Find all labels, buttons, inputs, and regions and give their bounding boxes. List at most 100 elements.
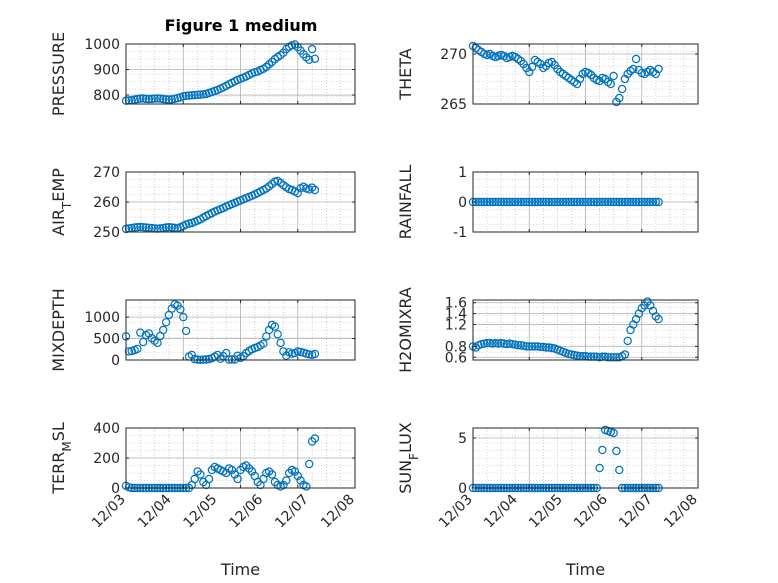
data-point: [181, 91, 191, 101]
data-point: [302, 482, 311, 491]
data-point: [130, 223, 139, 232]
data-point: [199, 90, 208, 99]
data-point: [584, 197, 593, 207]
y-tick-label: 900: [93, 63, 120, 79]
y-tick-label: 265: [440, 97, 467, 113]
data-point: [141, 94, 151, 104]
subplot-sun_flux: 0 5 12/03 12/04 12/05 12/06 12/07 12/08 Time SUNF…: [396, 422, 701, 579]
subplot-h2omixra: 0.60.8 1.21.41.6 H2OMIXRA: [396, 287, 699, 373]
data-point: [629, 197, 638, 207]
data-point: [287, 349, 297, 358]
y-tick-label: 0: [458, 481, 467, 497]
data-point: [204, 474, 214, 484]
y-tick-label: 270: [93, 165, 120, 181]
data-point: [305, 55, 314, 65]
data-point: [609, 71, 618, 81]
data-point: [164, 95, 174, 104]
y-tick-label: -1: [453, 225, 467, 241]
data-point: [643, 197, 652, 207]
data-point: [530, 197, 540, 207]
data-point: [279, 347, 288, 356]
data-point: [170, 223, 179, 232]
y-tick-label: 1000: [84, 37, 120, 53]
data-point: [578, 197, 587, 207]
subplot-terr_msl: 0 200 400 12/03 12/04 12/05 12/06 12/07 12/08 Tim…: [49, 421, 358, 579]
data-point: [488, 197, 497, 207]
data-point: [541, 343, 551, 352]
data-point: [522, 197, 531, 207]
data-point: [141, 223, 151, 232]
data-point: [615, 93, 624, 103]
data-point: [654, 197, 663, 207]
data-point: [606, 197, 616, 207]
data-point: [230, 470, 239, 479]
data-point: [631, 54, 641, 64]
data-point: [539, 197, 548, 207]
data-point: [156, 94, 165, 103]
data-point: [133, 94, 142, 104]
data-point: [603, 353, 613, 362]
data-point: [522, 342, 531, 351]
data-point: [612, 197, 621, 207]
data-point: [601, 197, 610, 207]
y-tick-label: 0.6: [445, 350, 467, 366]
y-axis-label: TERRMSL: [49, 422, 74, 495]
data-point: [153, 338, 162, 348]
data-point: [544, 343, 554, 352]
data-point: [179, 312, 188, 322]
data-point: [527, 197, 537, 207]
data-point: [615, 465, 624, 475]
data-point: [617, 197, 627, 207]
data-point: [477, 197, 486, 207]
data-point: [612, 353, 621, 362]
x-tick-label: 12/06: [226, 491, 266, 531]
data-point: [262, 62, 271, 72]
data-point: [623, 197, 632, 207]
subplot-rainfall: -1 0 1 RAINFALL: [396, 165, 699, 241]
data-point: [513, 341, 523, 350]
y-tick-label: 0: [111, 481, 120, 497]
data-point: [158, 325, 168, 335]
data-point: [547, 197, 557, 207]
subplot-pressure: 800 900 1000 PRESSURE: [49, 32, 356, 116]
data-point: [133, 222, 142, 232]
data-point: [161, 318, 171, 327]
series-markers: [468, 297, 663, 362]
data-point: [606, 79, 616, 89]
data-point: [558, 197, 568, 207]
x-tick-label: 12/08: [661, 492, 701, 532]
data-point: [620, 197, 630, 207]
data-point: [634, 197, 644, 207]
data-point: [305, 350, 314, 359]
data-point: [310, 54, 320, 64]
y-axis-label: RAINFALL: [396, 165, 415, 240]
y-tick-label: 800: [93, 88, 120, 104]
data-point: [267, 470, 277, 479]
data-point: [572, 197, 582, 207]
data-point: [124, 347, 134, 356]
data-point: [637, 197, 647, 207]
data-point: [595, 197, 604, 207]
data-point: [623, 336, 632, 346]
data-point: [196, 470, 205, 479]
subplot-mixdepth: 0 500 1000 MIXDEPTH: [49, 288, 356, 372]
data-point: [550, 197, 559, 207]
data-point: [567, 197, 576, 207]
data-point: [307, 44, 317, 54]
data-point: [499, 197, 509, 207]
data-point: [553, 197, 562, 207]
data-point: [519, 197, 528, 207]
data-point: [589, 197, 599, 207]
data-point: [147, 333, 156, 343]
y-tick-label: 400: [93, 421, 120, 437]
data-point: [158, 94, 168, 104]
x-tick-label: 12/05: [181, 492, 221, 532]
data-point: [273, 330, 282, 339]
data-point: [651, 197, 661, 207]
data-point: [307, 183, 317, 192]
y-axis-label: THETA: [396, 48, 415, 100]
data-point: [259, 339, 268, 348]
data-point: [270, 322, 280, 331]
data-point: [233, 474, 242, 484]
